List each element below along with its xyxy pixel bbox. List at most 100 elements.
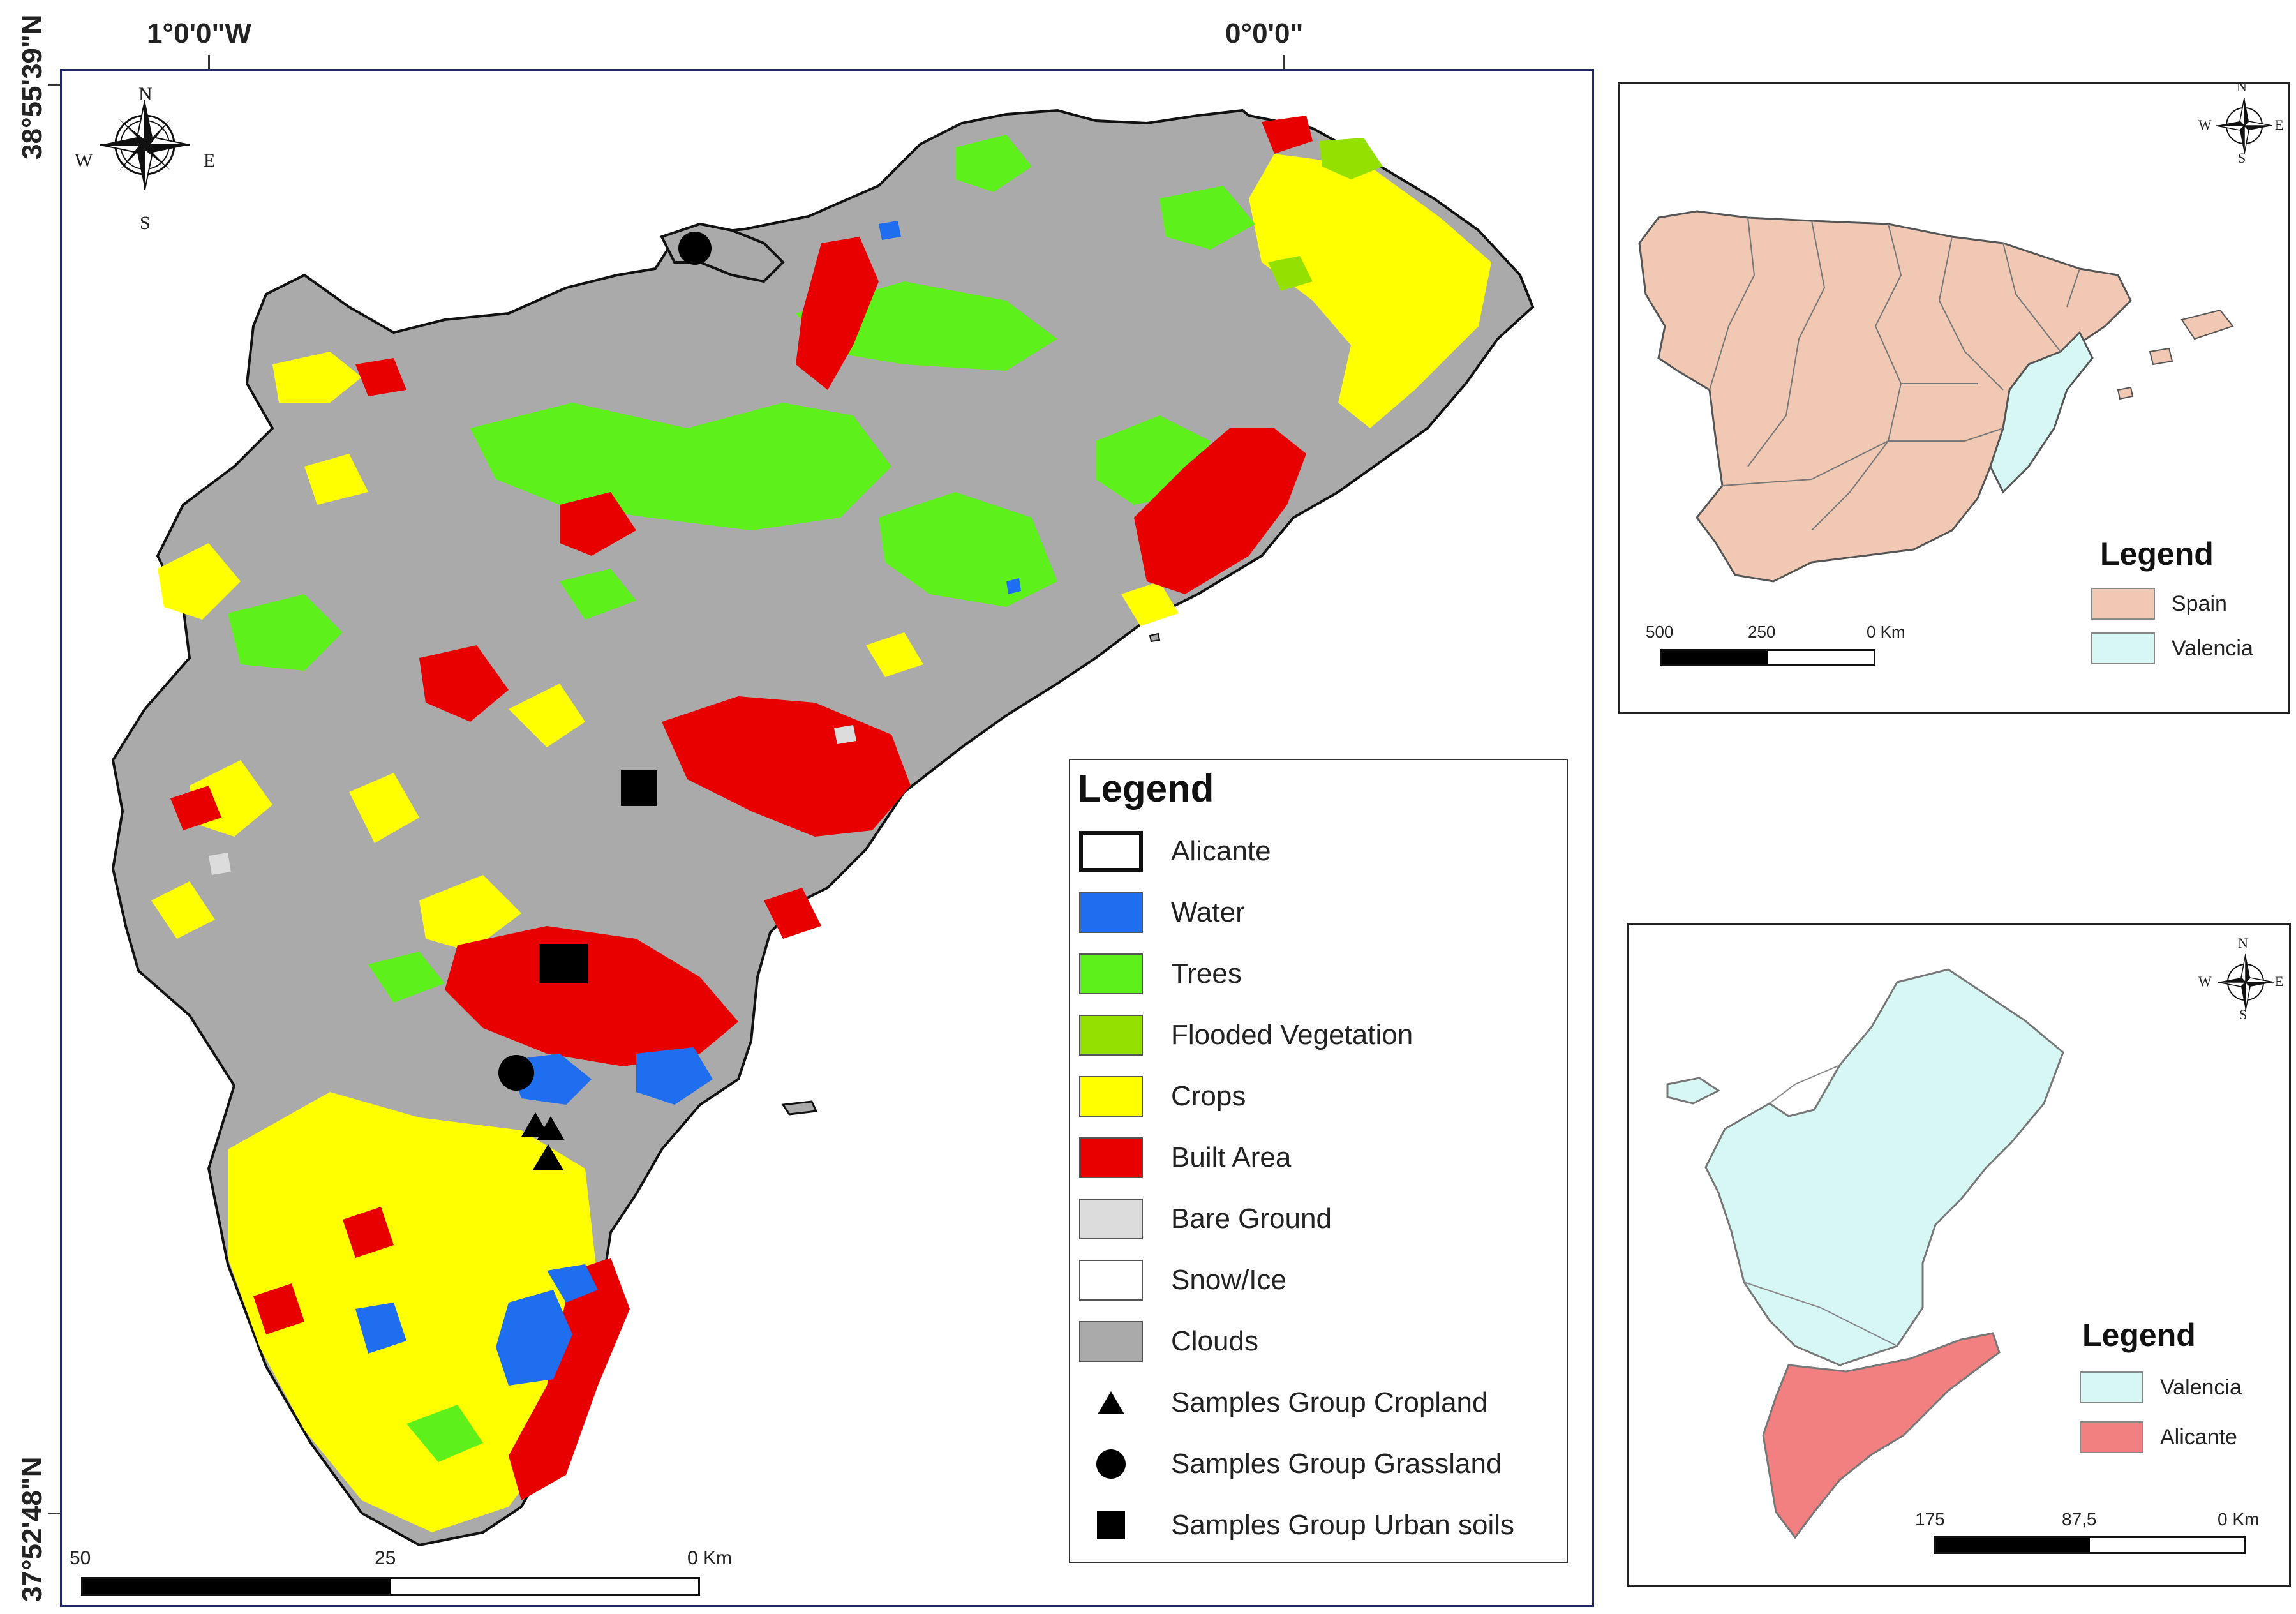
valencia-region-map [1666, 968, 2064, 1539]
bare-ground-layer [209, 725, 856, 875]
compass-rose-icon [2216, 97, 2273, 154]
legend-item-clouds: Clouds [1079, 1319, 1258, 1364]
spain-swatch [2091, 588, 2155, 620]
flooded-vegetation-layer [1268, 138, 1383, 291]
compass-west-label: W [75, 150, 93, 171]
valencia-province-shape [1704, 968, 2064, 1366]
trees-layer [228, 135, 1255, 1462]
spain-internal-borders [1709, 217, 2080, 531]
legend-label: Snow/Ice [1171, 1264, 1286, 1296]
latitude-tick-bottom [48, 1513, 64, 1514]
compass-east-label: E [2275, 973, 2284, 989]
legend-label: Samples Group Cropland [1171, 1387, 1488, 1418]
valencia-scale-label-175: 175 [1915, 1509, 1945, 1529]
valencia-exclave [1666, 1077, 1720, 1105]
spain-legend-title: Legend [2100, 536, 2214, 572]
spain-map [1638, 210, 2234, 583]
legend-item-cropland-samples: Samples Group Cropland [1079, 1380, 1487, 1425]
clouds-swatch [1079, 1321, 1143, 1362]
latitude-label-top: 38°55'39"N [17, 14, 48, 160]
valencia-region-shape [1989, 331, 2094, 494]
latitude-label-bottom: 37°52'48"N [17, 1456, 48, 1602]
sample-markers [498, 232, 712, 1170]
compass-east-label: E [204, 150, 216, 171]
legend-label: Bare Ground [1171, 1203, 1332, 1234]
compass-east-label: E [2275, 117, 2284, 133]
legend-label: Alicante [1171, 835, 1271, 867]
main-scale-bar [81, 1577, 700, 1596]
balearic-island [2180, 309, 2234, 340]
legend-item-trees: Trees [1079, 952, 1242, 996]
longitude-tick-zero [1283, 55, 1285, 70]
main-scale-label-50: 50 [70, 1548, 91, 1569]
longitude-tick-west [208, 55, 210, 70]
main-scale-label-0km: 0 Km [687, 1548, 733, 1569]
legend-label: Clouds [1171, 1326, 1258, 1357]
legend-item-built-area: Built Area [1079, 1135, 1291, 1180]
legend-item-valencia: Valencia [2091, 632, 2253, 664]
alicante-swatch [2080, 1421, 2143, 1453]
spain-inset-frame: N S E W Legend Spain Valencia 500 250 0 … [1618, 78, 2290, 714]
compass-north-label: N [2238, 935, 2248, 951]
valencia-inset-frame: N S E W Legend Valencia Alicante 175 87,… [1627, 923, 2291, 1587]
legend-item-valencia: Valencia [2080, 1371, 2242, 1403]
compass-rose-icon [2217, 953, 2274, 1011]
urban-soil-sample-marker [539, 944, 588, 983]
alicante-outline-swatch [1079, 831, 1143, 872]
balearic-island [2149, 347, 2173, 366]
alicante-province-shape [1762, 1332, 2001, 1539]
main-legend-title: Legend [1078, 767, 1214, 810]
legend-item-spain: Spain [2091, 588, 2227, 620]
grassland-sample-marker [678, 232, 712, 265]
legend-label: Trees [1171, 958, 1242, 989]
legend-item-alicante: Alicante [1079, 829, 1271, 874]
legend-item-water: Water [1079, 890, 1245, 935]
compass-south-label: S [2238, 150, 2246, 166]
compass-south-label: S [2239, 1006, 2248, 1022]
square-icon [1079, 1505, 1143, 1546]
grassland-sample-marker [498, 1055, 534, 1091]
compass-south-label: S [140, 213, 151, 234]
compass-north-label: N [2237, 78, 2247, 94]
crops-swatch [1079, 1076, 1143, 1117]
legend-label: Flooded Vegetation [1171, 1019, 1413, 1050]
bare-ground-swatch [1079, 1199, 1143, 1239]
compass-north-label: N [138, 84, 153, 105]
legend-item-flooded-vegetation: Flooded Vegetation [1079, 1013, 1413, 1057]
legend-item-snow-ice: Snow/Ice [1079, 1258, 1286, 1303]
main-legend: Legend Alicante Water Trees Flooded Vege… [1069, 759, 1568, 1563]
legend-label: Valencia [2172, 636, 2253, 661]
main-map-frame: N S E W Legend Alicante Water Trees Floo… [60, 69, 1594, 1607]
islet [1149, 632, 1161, 643]
built-area-swatch [1079, 1137, 1143, 1178]
latitude-tick-top [48, 84, 64, 86]
legend-label: Valencia [2160, 1375, 2242, 1400]
built-area-layer [170, 116, 1313, 1500]
legend-item-bare-ground: Bare Ground [1079, 1197, 1332, 1241]
longitude-label-zero: 0°0'0" [1225, 18, 1304, 49]
cropland-sample-marker [533, 1144, 563, 1170]
main-scale-label-25: 25 [375, 1548, 396, 1569]
legend-label: Water [1171, 897, 1245, 928]
valencia-swatch [2091, 632, 2155, 664]
legend-label: Samples Group Urban soils [1171, 1509, 1515, 1541]
legend-label: Alicante [2160, 1424, 2237, 1449]
valencia-scale-label-87-5: 87,5 [2062, 1509, 2097, 1529]
spain-scale-label-250: 250 [1748, 622, 1776, 641]
legend-label: Samples Group Grassland [1171, 1448, 1502, 1479]
valencia-swatch [2080, 1371, 2143, 1403]
legend-label: Built Area [1171, 1142, 1292, 1173]
alicante-land-cover-map [111, 108, 1535, 1547]
valencia-legend-title: Legend [2082, 1317, 2196, 1353]
legend-item-grassland-samples: Samples Group Grassland [1079, 1442, 1502, 1486]
tabarca-island [781, 1100, 818, 1116]
spain-scale-bar [1660, 649, 1875, 666]
compass-west-label: W [2198, 973, 2212, 989]
valencia-scale-bar [1934, 1536, 2246, 1554]
longitude-label-west: 1°0'0"W [147, 18, 251, 49]
snow-ice-swatch [1079, 1260, 1143, 1301]
legend-label: Crops [1171, 1080, 1246, 1112]
water-swatch [1079, 892, 1143, 933]
legend-item-alicante: Alicante [2080, 1421, 2237, 1453]
province-border [1743, 1065, 1898, 1347]
